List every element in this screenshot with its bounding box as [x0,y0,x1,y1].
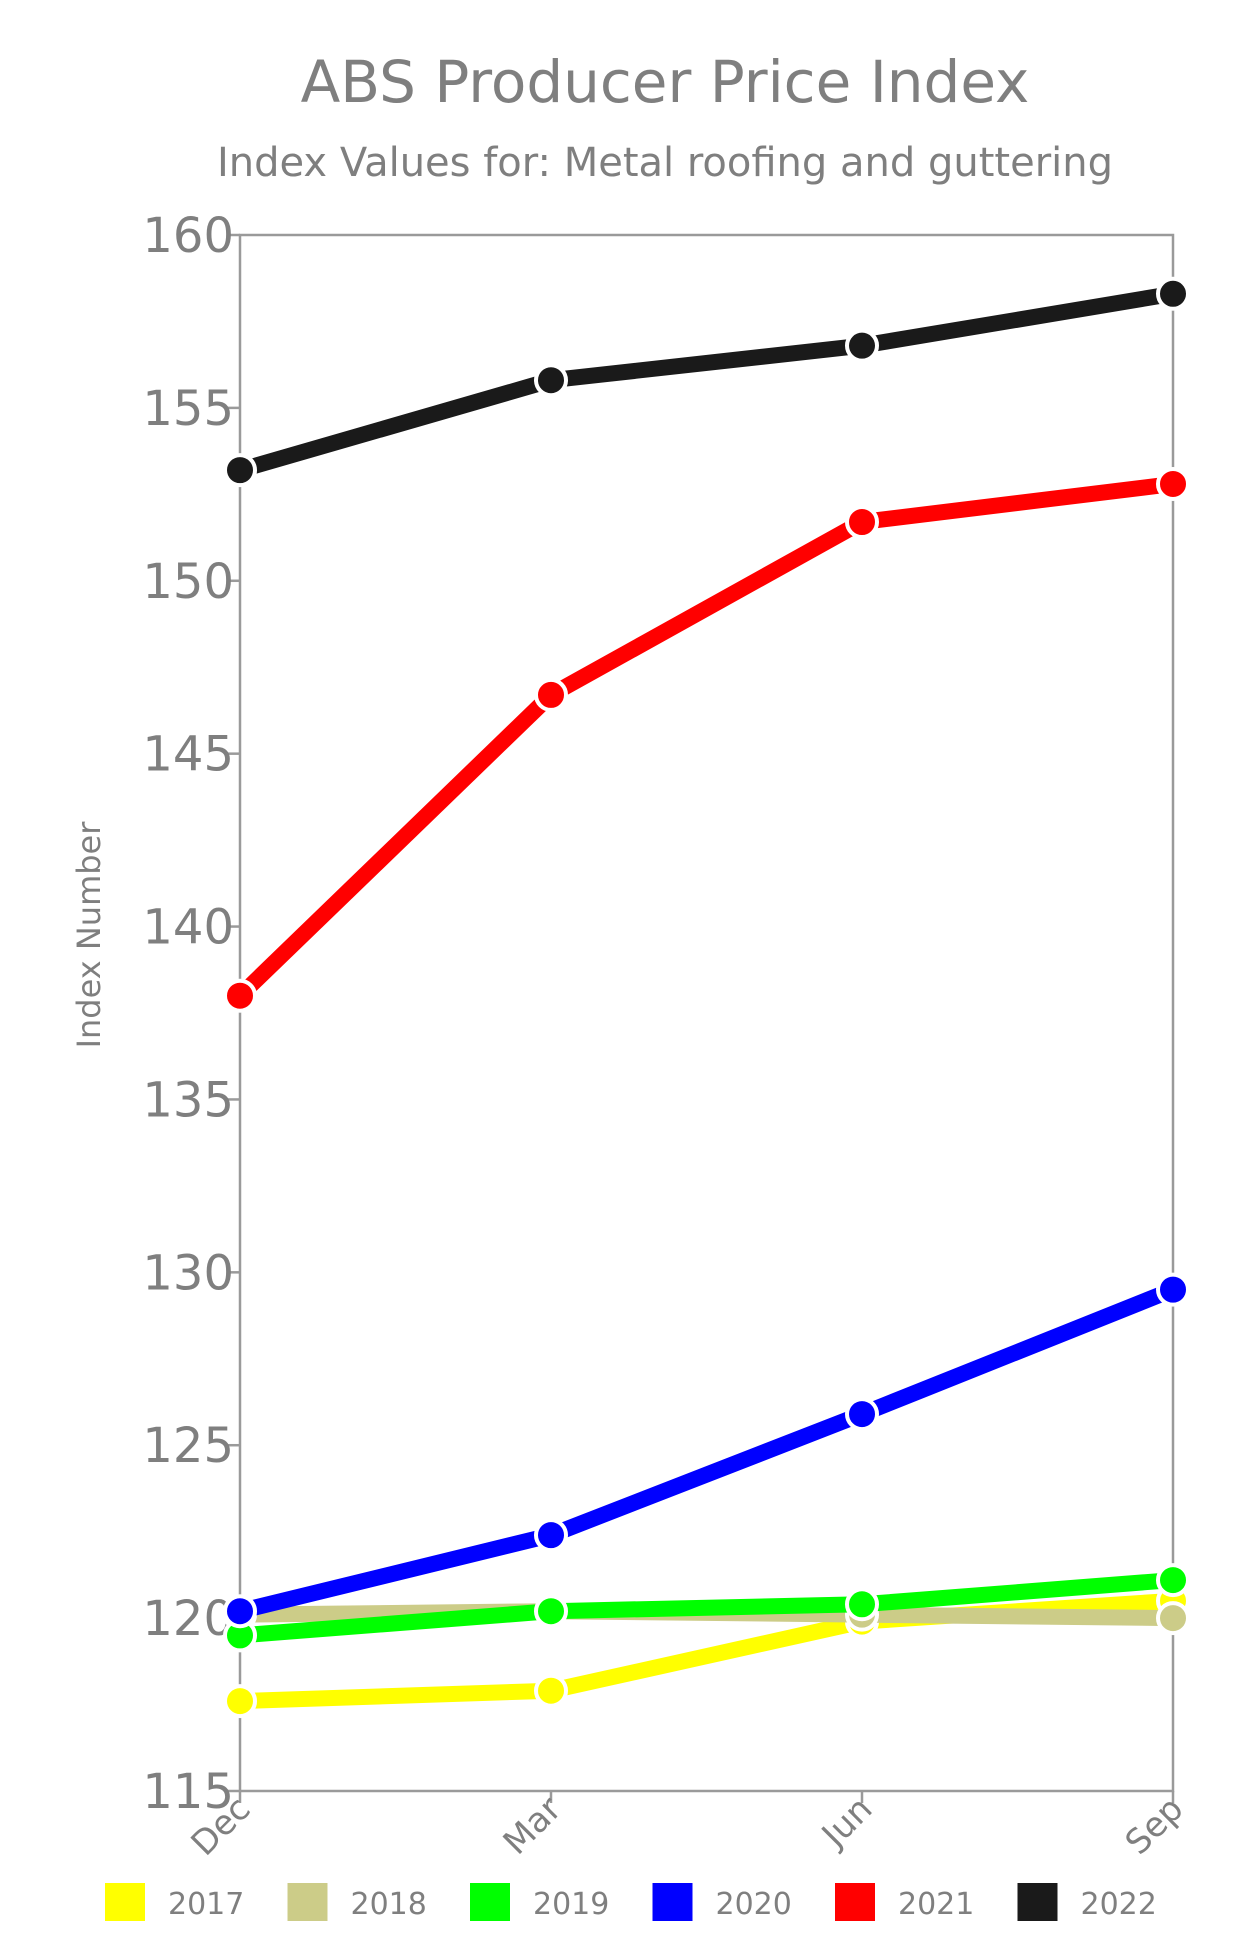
legend-swatch [470,1883,510,1921]
y-tick-label: 155 [142,381,234,437]
legend-swatch [652,1883,693,1921]
x-tick-label: Sep [1118,1789,1192,1863]
data-point[interactable] [223,1594,257,1629]
data-point[interactable] [534,677,568,712]
legend-label: 2018 [351,1887,427,1922]
data-point[interactable] [1156,466,1190,501]
legend-label: 2022 [1081,1887,1157,1922]
legend-item[interactable]: 2017 [105,1883,244,1922]
data-point[interactable] [223,978,257,1013]
data-point[interactable] [1156,276,1190,311]
series-2022 [223,276,1190,488]
data-point[interactable] [1156,1563,1190,1598]
y-tick-label: 120 [142,1591,234,1647]
chart-title: ABS Producer Price Index [301,48,1030,116]
data-point[interactable] [534,1518,568,1553]
y-tick-label: 140 [142,900,234,956]
series-line [232,475,1181,1004]
legend-label: 2020 [716,1887,792,1922]
plot-area-frame [238,233,1175,1793]
series-line [232,1572,1181,1644]
data-point[interactable] [845,328,879,363]
legend-item[interactable]: 2020 [652,1883,792,1922]
data-point[interactable] [1156,1601,1190,1636]
legend: 2017 2018 2019 2020 2021 2022 [105,1883,1157,1922]
y-tick-label: 135 [142,1072,234,1128]
x-tick-label: Jun [813,1789,880,1856]
series-line [232,1281,1181,1620]
series-2019 [223,1563,1190,1653]
y-axis-ticks: 115 120 125 130 135 140 145 150 155 160 [142,208,240,1820]
data-point[interactable] [845,1397,879,1432]
legend-item[interactable]: 2021 [835,1883,974,1922]
series-line [232,285,1181,479]
legend-item[interactable]: 2018 [287,1883,427,1922]
y-tick-label: 160 [142,208,234,264]
series-2020 [223,1272,1190,1629]
data-point[interactable] [1156,1272,1190,1307]
legend-swatch [105,1883,145,1921]
chart-subtitle: Index Values for: Metal roofing and gutt… [217,140,1113,186]
legend-item[interactable]: 2019 [470,1883,609,1922]
y-tick-label: 145 [142,727,234,783]
y-tick-label: 115 [142,1764,234,1820]
legend-label: 2017 [168,1887,244,1922]
y-axis-label: Index Number [70,821,108,1049]
data-point[interactable] [845,504,879,539]
y-tick-label: 130 [142,1245,234,1301]
legend-swatch [1017,1883,1058,1921]
data-point[interactable] [534,363,568,398]
legend-item[interactable]: 2022 [1017,1883,1157,1922]
legend-swatch [287,1883,328,1921]
y-tick-label: 125 [142,1418,234,1474]
x-tick-label: Mar [496,1789,570,1863]
legend-label: 2021 [898,1887,974,1922]
data-point[interactable] [223,453,257,488]
series-2021 [223,466,1190,1013]
legend-label: 2019 [533,1887,609,1922]
x-axis-ticks: Dec Mar Jun Sep [184,1789,1192,1864]
data-point[interactable] [845,1587,879,1622]
legend-swatch [835,1883,875,1921]
data-point[interactable] [534,1594,568,1629]
series-layer [223,276,1190,1719]
data-point[interactable] [223,1684,257,1719]
y-tick-label: 150 [142,554,234,610]
data-point[interactable] [534,1673,568,1708]
